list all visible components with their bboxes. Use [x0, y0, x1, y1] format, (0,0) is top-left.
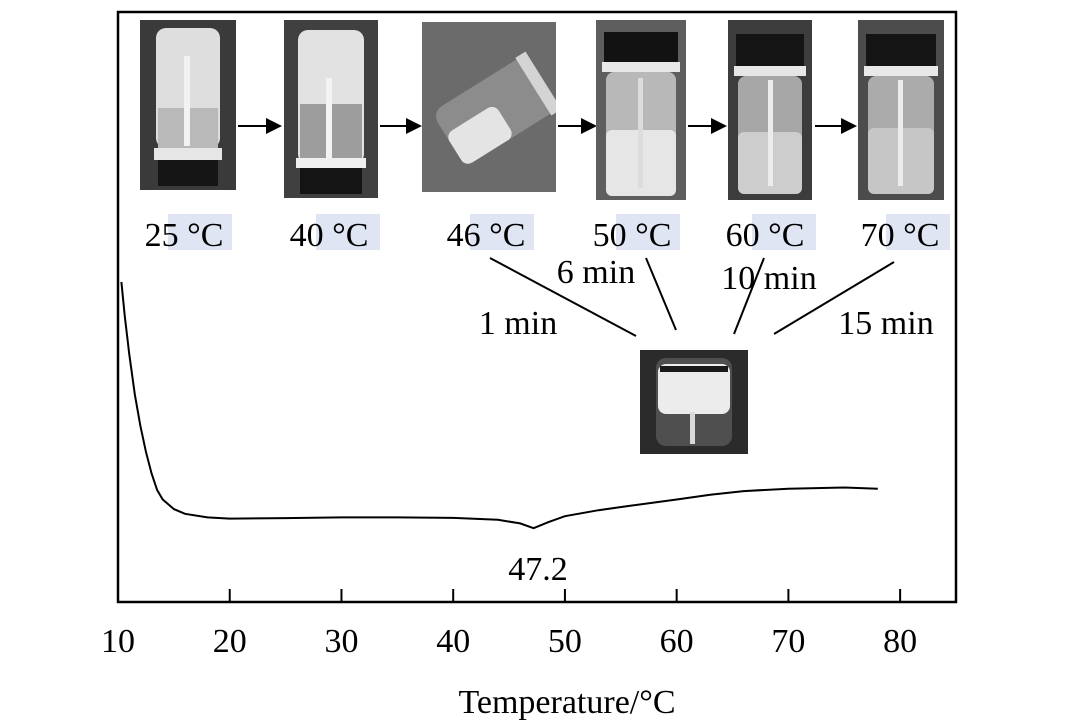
vial-label-2: 40 °C: [290, 217, 369, 254]
x-tick-label-40: 40: [436, 623, 470, 660]
x-tick-label-50: 50: [548, 623, 582, 660]
time-label-2: 6 min: [557, 254, 635, 291]
vial-photo-70c: [858, 20, 944, 200]
label-bg-1: [168, 214, 232, 250]
dsc-curve: [120, 281, 878, 530]
label-bg-5: [752, 214, 816, 250]
x-tick-label-30: 30: [324, 623, 358, 660]
vial-photo-60c: [728, 20, 812, 200]
connector-1: [489, 257, 637, 337]
x-tick-label-60: 60: [660, 623, 694, 660]
plot-frame: [116, 10, 958, 604]
vial-label-4: 50 °C: [593, 217, 672, 254]
x-axis-title: Temperature/°C: [458, 684, 675, 721]
time-label-4: 15 min: [838, 305, 933, 342]
label-bg-6: [886, 214, 950, 250]
label-bg-2: [316, 214, 380, 250]
vial-photo-46c: [422, 22, 556, 192]
connector-3: [733, 257, 765, 335]
vial-photo-40c: [284, 20, 378, 198]
x-axis: 10 20 30 40 50 60 70 80: [101, 589, 917, 660]
x-tick-label-80: 80: [883, 623, 917, 660]
vial-photo-25c: [140, 20, 236, 190]
peak-label: 47.2: [508, 551, 568, 588]
label-bg-3: [470, 214, 534, 250]
vial-photo-inverted: [640, 350, 748, 454]
vial-label-5: 60 °C: [726, 217, 805, 254]
label-bg-4: [616, 214, 680, 250]
vial-photo-50c: [596, 20, 686, 200]
vial-label-3: 46 °C: [447, 217, 526, 254]
x-tick-label-70: 70: [771, 623, 805, 660]
time-label-3: 10 min: [721, 260, 816, 297]
x-tick-label-10: 10: [101, 623, 135, 660]
connector-4: [773, 261, 895, 335]
vial-label-6: 70 °C: [861, 217, 940, 254]
time-label-1: 1 min: [479, 305, 557, 342]
vial-label-1: 25 °C: [145, 217, 224, 254]
x-tick-label-20: 20: [213, 623, 247, 660]
connector-2: [645, 257, 677, 331]
